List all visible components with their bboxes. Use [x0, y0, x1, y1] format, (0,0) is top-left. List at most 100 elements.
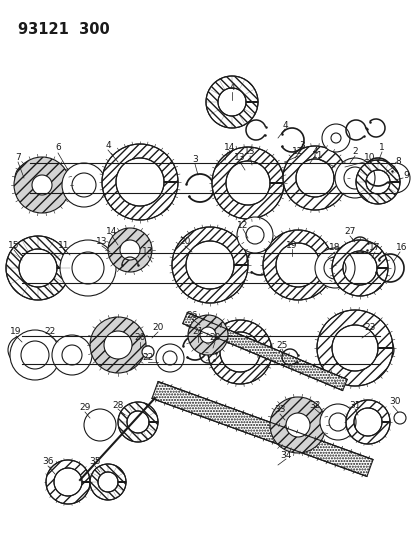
PathPatch shape: [171, 227, 247, 303]
Circle shape: [10, 330, 60, 380]
Circle shape: [90, 317, 146, 373]
Text: 14: 14: [106, 228, 117, 237]
Text: 17: 17: [368, 244, 380, 253]
Circle shape: [60, 240, 116, 296]
Text: 18: 18: [328, 244, 340, 253]
Circle shape: [14, 157, 70, 213]
Text: 93121  300: 93121 300: [18, 22, 109, 37]
Text: 22: 22: [142, 353, 153, 362]
Text: 19: 19: [10, 327, 22, 336]
Polygon shape: [182, 312, 347, 391]
Circle shape: [72, 252, 104, 284]
Text: 20: 20: [209, 334, 220, 343]
Circle shape: [62, 345, 82, 365]
Circle shape: [120, 240, 140, 260]
PathPatch shape: [46, 460, 90, 504]
Circle shape: [72, 173, 96, 197]
Text: 28: 28: [112, 400, 123, 409]
Circle shape: [330, 133, 340, 143]
Text: 12: 12: [237, 221, 248, 230]
Circle shape: [156, 344, 183, 372]
Text: 16: 16: [395, 244, 407, 253]
Text: 3: 3: [299, 141, 304, 149]
Circle shape: [108, 228, 152, 272]
Circle shape: [323, 257, 345, 279]
Text: 31: 31: [349, 400, 360, 409]
Text: 27: 27: [344, 228, 355, 237]
Text: 13: 13: [244, 148, 255, 157]
Text: 1: 1: [378, 143, 384, 152]
Text: 34: 34: [280, 450, 291, 459]
Circle shape: [334, 158, 374, 198]
Circle shape: [142, 346, 154, 358]
Circle shape: [269, 397, 325, 453]
Text: 35: 35: [89, 457, 100, 466]
Text: 7: 7: [15, 154, 21, 163]
Circle shape: [21, 341, 49, 369]
Text: 20: 20: [134, 334, 145, 343]
Text: 12: 12: [292, 148, 303, 157]
Text: 4: 4: [282, 120, 287, 130]
Text: 3: 3: [192, 156, 197, 165]
Circle shape: [104, 331, 132, 359]
Circle shape: [84, 409, 116, 441]
Text: 21: 21: [192, 327, 203, 336]
PathPatch shape: [207, 320, 271, 384]
PathPatch shape: [206, 76, 257, 128]
Text: 4: 4: [229, 84, 234, 93]
Circle shape: [163, 351, 177, 365]
PathPatch shape: [282, 146, 346, 210]
Circle shape: [285, 413, 309, 437]
Text: 6: 6: [55, 143, 61, 152]
Text: 2: 2: [351, 148, 357, 157]
PathPatch shape: [118, 402, 158, 442]
Circle shape: [343, 167, 365, 189]
Text: 32: 32: [309, 400, 320, 409]
Text: 25: 25: [275, 341, 287, 350]
PathPatch shape: [90, 464, 126, 500]
Text: 15: 15: [8, 240, 20, 249]
Circle shape: [245, 226, 263, 244]
Circle shape: [328, 413, 346, 431]
Circle shape: [52, 335, 92, 375]
Text: 19: 19: [285, 240, 297, 249]
Text: 13: 13: [142, 247, 153, 256]
Text: 22: 22: [44, 327, 55, 336]
Circle shape: [62, 163, 106, 207]
Text: 33: 33: [273, 406, 285, 415]
Text: 10: 10: [363, 152, 375, 161]
PathPatch shape: [345, 400, 389, 444]
Polygon shape: [152, 382, 372, 477]
Text: 20: 20: [152, 324, 163, 333]
Circle shape: [314, 248, 354, 288]
Text: 11: 11: [58, 240, 69, 249]
PathPatch shape: [262, 230, 332, 300]
Text: 14: 14: [224, 143, 235, 152]
Circle shape: [393, 412, 405, 424]
PathPatch shape: [6, 236, 70, 300]
Text: 4: 4: [105, 141, 111, 149]
PathPatch shape: [102, 144, 178, 220]
Text: 36: 36: [42, 457, 54, 466]
PathPatch shape: [355, 160, 399, 204]
Text: 4: 4: [311, 148, 317, 157]
Circle shape: [199, 327, 216, 343]
Text: 23: 23: [363, 324, 375, 333]
Circle shape: [319, 404, 355, 440]
Circle shape: [236, 217, 272, 253]
Circle shape: [32, 175, 52, 195]
Text: 11: 11: [311, 150, 323, 159]
Text: 13: 13: [96, 238, 107, 246]
PathPatch shape: [316, 310, 392, 386]
PathPatch shape: [211, 147, 283, 219]
Circle shape: [188, 315, 228, 355]
PathPatch shape: [331, 240, 387, 296]
Text: 30: 30: [388, 398, 400, 407]
Text: 9: 9: [402, 171, 408, 180]
Text: 20: 20: [179, 238, 190, 246]
Text: 26: 26: [186, 311, 197, 319]
Circle shape: [321, 124, 349, 152]
Text: 13: 13: [234, 154, 245, 163]
Text: 29: 29: [79, 403, 90, 413]
Text: 8: 8: [394, 157, 400, 166]
